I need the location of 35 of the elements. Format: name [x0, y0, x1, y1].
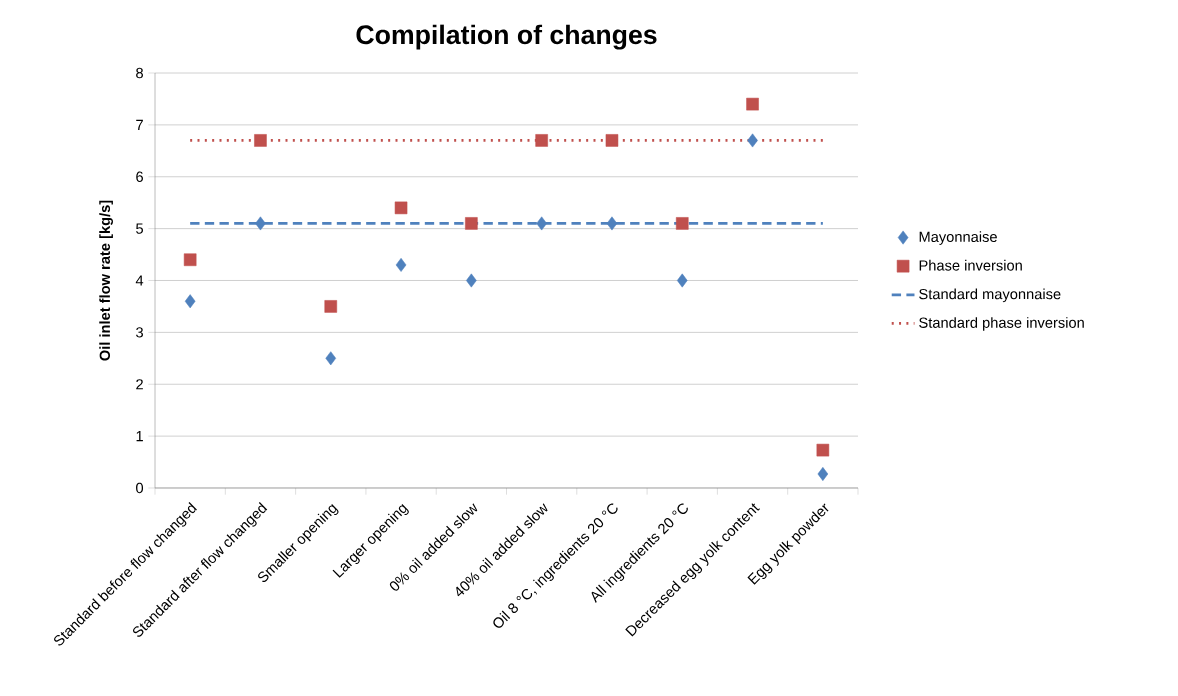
point: [747, 133, 758, 148]
y-tick-label: 8: [136, 67, 143, 79]
point: [676, 273, 688, 288]
point: [254, 134, 267, 147]
point: [536, 216, 547, 231]
point: [324, 300, 338, 313]
y-tick-label: 7: [136, 119, 143, 130]
legend-label: Phase inversion: [919, 259, 1022, 271]
legend-label: Standard mayonnaise: [919, 288, 1061, 303]
y-tick-label: 6: [136, 171, 143, 182]
point: [255, 216, 266, 231]
y-tick-label: 5: [136, 223, 143, 234]
point: [184, 294, 196, 309]
point: [325, 351, 337, 366]
point: [394, 201, 408, 215]
point: [466, 273, 477, 288]
point: [606, 216, 618, 231]
point: [535, 134, 548, 147]
point: [395, 258, 407, 272]
point: [183, 253, 197, 267]
point: [816, 443, 830, 457]
y-tick-label: 3: [136, 327, 143, 338]
legend-label: Mayonnaise: [919, 231, 997, 245]
y-axis-title: Oil inlet flow rate [kg/s]: [99, 200, 113, 361]
point: [465, 217, 478, 230]
y-tick-label: 0: [136, 482, 144, 494]
y-tick-label: 2: [136, 379, 143, 390]
point: [746, 97, 759, 111]
legend-label: Standard phase inversion: [919, 317, 1084, 331]
point: [605, 134, 619, 147]
point: [817, 467, 829, 481]
y-tick-label: 4: [135, 275, 144, 286]
chart-title: Compilation of changes: [356, 24, 657, 50]
y-tick-label: 1: [136, 431, 143, 442]
point: [675, 217, 689, 230]
